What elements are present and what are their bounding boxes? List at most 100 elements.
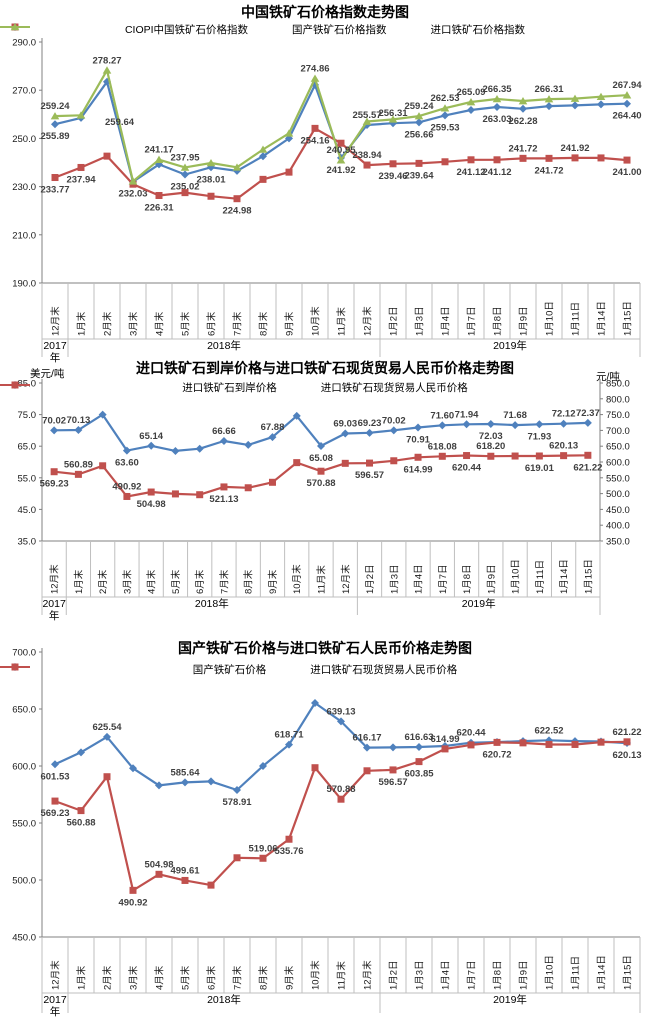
data-label: 241.72 <box>508 143 537 154</box>
svg-text:700.0: 700.0 <box>12 648 36 659</box>
svg-text:600.0: 600.0 <box>606 458 630 469</box>
svg-text:850.0: 850.0 <box>606 379 630 390</box>
data-label: 570.88 <box>326 784 355 795</box>
x-axis-label: 1月2日 <box>389 960 400 990</box>
data-label: 569.23 <box>40 808 69 819</box>
legend-item: 进口铁矿石现货贸易人民币价格 <box>0 380 468 395</box>
x-axis-label: 1月15日 <box>623 955 634 990</box>
x-axis-label: 1月10日 <box>545 301 556 336</box>
data-label: 241.12 <box>456 167 485 178</box>
x-axis: 12月末 1月末 2月末 3月末 4月末 5月末 6月末 7月末 8月末 9月末 10月末 11月末 1… <box>41 541 601 615</box>
data-label: 65.08 <box>309 453 333 464</box>
series-line <box>54 127 628 200</box>
data-label: 69.03 <box>333 418 357 429</box>
x-axis-label: 1月8日 <box>462 564 473 594</box>
series-1: 569.23 560.89 490.92 504.98 521.13 570.88 596.… <box>40 441 603 510</box>
chart-canvas: 85.075.065.055.045.035.0850.0800.0750.07… <box>18 379 630 615</box>
data-label: 265.09 <box>456 87 485 98</box>
x-axis-label: 8月末 <box>258 311 270 336</box>
x-axis-label: 1月7日 <box>467 306 478 336</box>
year-label: 2018年 <box>207 994 241 1006</box>
data-label: 616.63 <box>404 732 433 743</box>
x-axis-label: 1月3日 <box>415 960 426 990</box>
x-axis-label: 1月2日 <box>365 564 376 594</box>
data-label: 71.68 <box>503 410 527 421</box>
svg-text:230.0: 230.0 <box>12 182 36 193</box>
data-label: 239.46 <box>378 171 407 182</box>
axis-title: 元/吨 <box>596 371 620 383</box>
data-label: 72.12 <box>552 409 576 420</box>
data-label: 226.31 <box>144 202 174 213</box>
x-axis-label: 10月末 <box>291 564 303 594</box>
x-axis-label: 9月末 <box>284 965 296 990</box>
x-axis-label: 7月末 <box>232 965 244 990</box>
legend-item: 国产铁矿石价格 <box>0 662 266 677</box>
x-axis-label: 1月14日 <box>597 301 608 336</box>
data-label: 619.01 <box>525 463 555 474</box>
svg-text:290.0: 290.0 <box>12 38 36 49</box>
x-axis-label: 1月2日 <box>389 306 400 336</box>
data-label: 621.22 <box>573 462 602 473</box>
x-axis-label: 1月9日 <box>519 306 530 336</box>
x-axis-label: 5月末 <box>170 569 182 594</box>
data-label: 241.92 <box>560 143 589 154</box>
chart-legend: 进口铁矿石到岸价格 进口铁矿石现货贸易人民币价格 <box>0 380 650 395</box>
data-label: 616.17 <box>352 733 381 744</box>
data-label: 72.37 <box>576 408 600 419</box>
x-axis-label: 4月末 <box>146 569 158 594</box>
chart-domestic-vs-import: 国产铁矿石价格与进口铁矿石人民币价格走势图 国产铁矿石价格 进口铁矿石现货贸易人民… <box>0 630 650 1018</box>
data-label: 585.64 <box>170 767 200 778</box>
data-label: 614.99 <box>404 464 433 475</box>
data-label: 618.08 <box>428 441 457 452</box>
legend-item: 进口铁矿石价格指数 <box>0 22 526 37</box>
data-label: 596.57 <box>378 777 407 788</box>
data-label: 620.13 <box>612 750 641 761</box>
svg-text:800.0: 800.0 <box>606 394 630 405</box>
year-label: 2018年 <box>207 340 241 352</box>
svg-text:500.0: 500.0 <box>12 876 36 887</box>
legend-label: 进口铁矿石价格指数 <box>430 24 526 36</box>
data-label: 240.95 <box>326 145 356 156</box>
data-label: 255.89 <box>40 131 69 142</box>
x-axis-label: 1月7日 <box>438 564 449 594</box>
x-axis-label: 12月末 <box>50 960 62 990</box>
data-label: 67.88 <box>261 422 285 433</box>
data-label: 70.02 <box>42 415 66 426</box>
x-axis-label: 8月末 <box>243 569 255 594</box>
data-label: 614.99 <box>430 734 459 745</box>
x-axis-label: 4月末 <box>154 311 166 336</box>
axis-title: 美元/吨 <box>30 368 65 380</box>
data-label: 241.17 <box>144 145 173 156</box>
data-label: 639.13 <box>326 706 355 717</box>
legend-label: CIOPI中国铁矿石价格指数 <box>124 24 249 36</box>
data-label: 65.14 <box>139 431 163 442</box>
data-label: 241.92 <box>326 165 355 176</box>
x-axis-label: 2月末 <box>102 965 114 990</box>
data-label: 490.92 <box>112 481 141 492</box>
data-label: 238.01 <box>196 174 226 185</box>
series-line <box>54 740 628 892</box>
data-label: 569.23 <box>40 479 69 490</box>
data-label: 266.35 <box>482 84 512 95</box>
svg-text:65.0: 65.0 <box>18 442 37 453</box>
axes: 290.0 270.0 250.0 230.0 210.0 190.0 <box>12 38 640 290</box>
svg-text:500.0: 500.0 <box>606 489 630 500</box>
data-label: 224.98 <box>222 206 251 217</box>
chart-ciopi-index: 中国铁矿石价格指数走势图 CIOPI中国铁矿石价格指数 国产铁矿石价格指数 进口铁矿… <box>0 0 650 364</box>
x-axis: 12月末 1月末 2月末 3月末 4月末 5月末 6月末 7月末 8月末 9月末 10月末 11月末 1… <box>41 283 641 357</box>
x-axis-label: 6月末 <box>206 965 218 990</box>
x-axis-label: 7月末 <box>232 311 244 336</box>
x-axis-label: 12月末 <box>49 564 61 594</box>
data-label: 259.24 <box>40 101 70 112</box>
x-axis-label: 11月末 <box>336 961 348 990</box>
data-label: 560.89 <box>64 459 93 470</box>
x-axis-label: 12月末 <box>362 306 374 336</box>
svg-text:270.0: 270.0 <box>12 86 36 97</box>
x-axis-label: 3月末 <box>121 569 133 594</box>
x-axis-label: 6月末 <box>194 569 206 594</box>
data-label: 620.44 <box>456 728 486 739</box>
